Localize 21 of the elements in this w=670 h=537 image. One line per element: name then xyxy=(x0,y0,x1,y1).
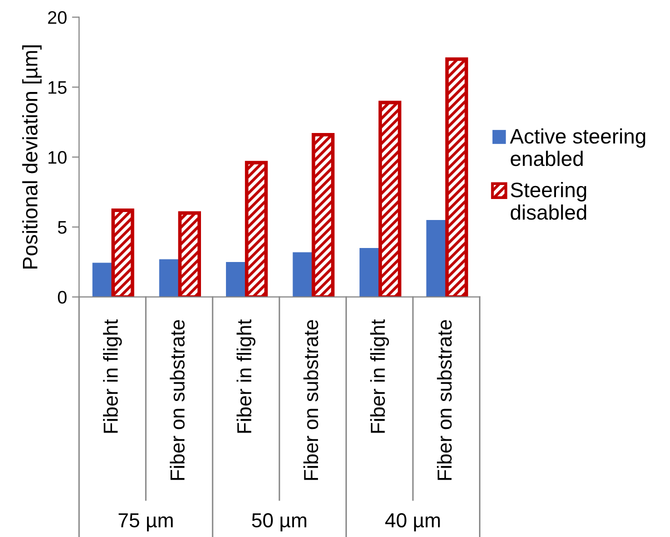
text: 50 µm xyxy=(252,513,306,532)
bar xyxy=(426,220,446,297)
x-tick-label: Fiber on substrate xyxy=(303,320,318,480)
y-tick-label: 20 xyxy=(48,11,67,24)
bar xyxy=(226,262,246,297)
x-tick-label: Fiber in flight xyxy=(236,319,256,433)
text: 40 µm xyxy=(385,513,440,532)
x-tick-label: Fiber on substrate xyxy=(436,320,452,480)
x-tick-label: Fiber in flight xyxy=(370,319,389,433)
y-tick-label: 10 xyxy=(48,151,67,164)
bar xyxy=(292,252,312,297)
bar xyxy=(360,248,379,297)
y-tick-label: 15 xyxy=(48,81,66,94)
text: 75 µm xyxy=(118,513,173,532)
x-tick-label: Fiber on substrate xyxy=(170,320,185,480)
legend-label: Active steering enabled xyxy=(510,128,646,166)
y-tick-label: 5 xyxy=(58,221,66,234)
x-tick-label: Fiber in flight xyxy=(103,319,122,433)
y-tick-label: 0 xyxy=(58,290,67,304)
y-axis-title: Positional deviation [µm] xyxy=(22,45,42,268)
legend-label: Steering disabled xyxy=(510,182,586,220)
